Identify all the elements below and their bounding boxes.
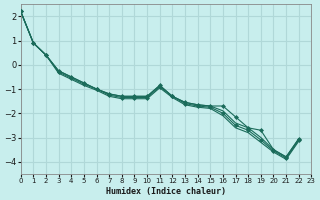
X-axis label: Humidex (Indice chaleur): Humidex (Indice chaleur) <box>106 187 226 196</box>
